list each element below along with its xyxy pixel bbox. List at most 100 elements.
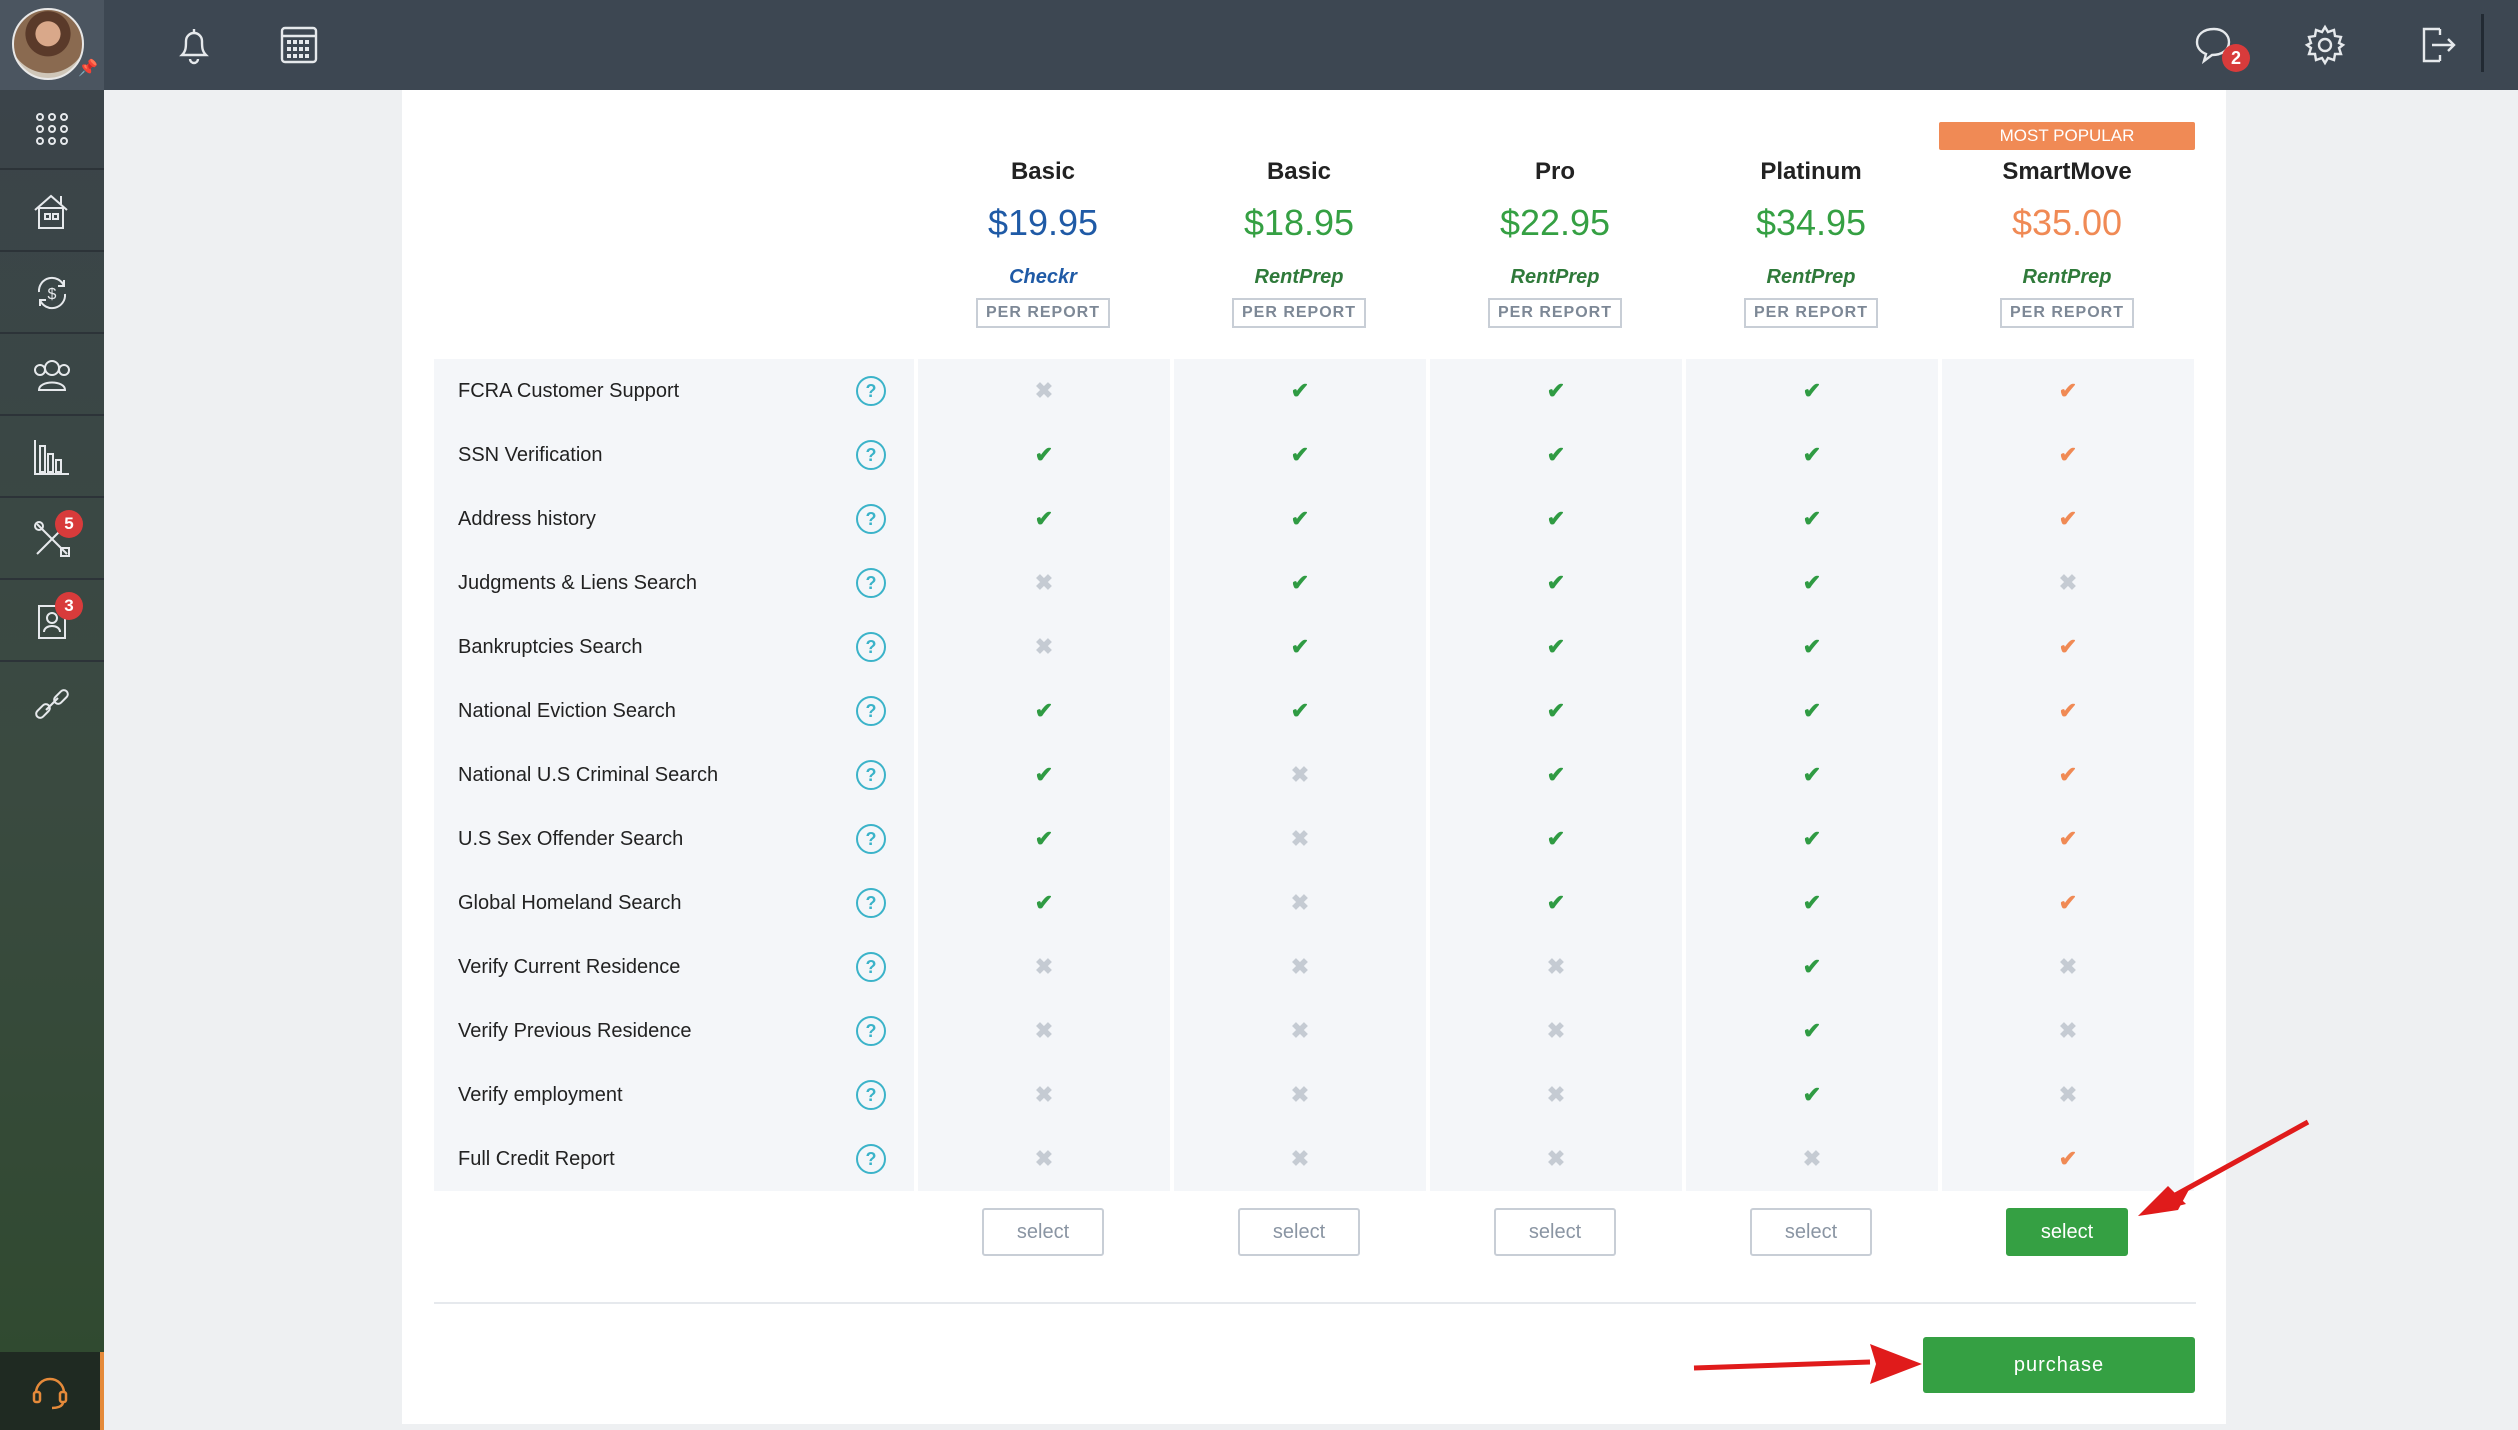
feature-cell: ✔ <box>918 807 1170 871</box>
user-avatar-box[interactable]: 📌 <box>0 0 104 90</box>
select-button-smartmove[interactable]: select <box>2006 1208 2128 1256</box>
help-icon[interactable]: ? <box>856 376 886 406</box>
contacts-icon <box>34 360 70 391</box>
help-icon[interactable]: ? <box>856 1144 886 1174</box>
pin-icon[interactable]: 📌 <box>78 60 98 77</box>
check-icon: ✔ <box>1546 506 1566 531</box>
per-report-tag: PER REPORT <box>2000 298 2134 328</box>
feature-cell: ✖ <box>1174 871 1426 935</box>
check-icon: ✔ <box>1802 954 1822 979</box>
sidebar-item-contacts[interactable] <box>0 336 104 416</box>
sidebar-item-reports[interactable] <box>0 418 104 498</box>
select-button-platinum[interactable]: select <box>1750 1208 1872 1256</box>
select-button-pro[interactable]: select <box>1494 1208 1616 1256</box>
sidebar-item-links[interactable] <box>0 664 104 744</box>
feature-cell: ✖ <box>1430 1127 1682 1191</box>
feature-cell: ✔ <box>918 871 1170 935</box>
support-button[interactable] <box>0 1352 104 1430</box>
feature-label-text: U.S Sex Offender Search <box>458 827 684 850</box>
feature-cell: ✖ <box>1942 935 2194 999</box>
help-icon[interactable]: ? <box>856 504 886 534</box>
feature-cell: ✔ <box>1174 487 1426 551</box>
headset-icon <box>32 1377 68 1410</box>
check-icon: ✔ <box>2058 826 2078 851</box>
feature-cell: ✖ <box>1174 1127 1426 1191</box>
sidebar-item-apps[interactable] <box>0 90 104 170</box>
feature-cell: ✔ <box>1686 487 1938 551</box>
provider-logo-checkr: Checkr <box>1009 266 1077 288</box>
logout-button[interactable] <box>2406 0 2470 90</box>
cross-icon: ✖ <box>2058 954 2078 979</box>
feature-label-text: National U.S Criminal Search <box>458 763 719 786</box>
chat-icon <box>2195 27 2231 65</box>
settings-button[interactable] <box>2293 0 2357 90</box>
check-icon: ✔ <box>1802 506 1822 531</box>
cross-icon: ✖ <box>1546 954 1566 979</box>
plan-header-platinum: Platinum $34.95 RentPrep PER REPORT <box>1684 90 1938 350</box>
help-icon[interactable]: ? <box>856 1080 886 1110</box>
sidebar-item-properties[interactable] <box>0 172 104 252</box>
help-icon[interactable]: ? <box>856 888 886 918</box>
plan-header-pro: Pro $22.95 RentPrep PER REPORT <box>1428 90 1682 350</box>
cross-icon: ✖ <box>1034 954 1054 979</box>
help-icon[interactable]: ? <box>856 1016 886 1046</box>
select-button-basic-rentprep[interactable]: select <box>1238 1208 1360 1256</box>
calendar-button[interactable] <box>267 0 331 90</box>
help-icon[interactable]: ? <box>856 440 886 470</box>
properties-icon <box>34 194 68 229</box>
feature-cell: ✔ <box>1942 807 2194 871</box>
cross-icon: ✖ <box>1546 1146 1566 1171</box>
check-icon: ✔ <box>1034 698 1054 723</box>
feature-label-text: Full Credit Report <box>458 1147 615 1170</box>
cross-icon: ✖ <box>1034 570 1054 595</box>
feature-label: SSN Verification? <box>434 423 914 487</box>
table-row: Verify Previous Residence? ✖ ✖ ✖ ✔ ✖ <box>434 999 2196 1063</box>
feature-label: FCRA Customer Support? <box>434 359 914 423</box>
help-icon[interactable]: ? <box>856 952 886 982</box>
plan-name: Pro <box>1534 158 1575 185</box>
messages-button[interactable]: 2 <box>2182 0 2250 90</box>
purchase-button[interactable]: purchase <box>1923 1337 2195 1393</box>
select-button-basic-checkr[interactable]: select <box>982 1208 1104 1256</box>
check-icon: ✔ <box>1802 698 1822 723</box>
table-row: Full Credit Report? ✖ ✖ ✖ ✖ ✔ <box>434 1127 2196 1191</box>
help-icon[interactable]: ? <box>856 760 886 790</box>
sidebar-item-payments[interactable]: $ <box>0 254 104 334</box>
help-icon[interactable]: ? <box>856 696 886 726</box>
feature-label-text: SSN Verification <box>458 443 603 466</box>
table-row: National Eviction Search? ✔ ✔ ✔ ✔ ✔ <box>434 679 2196 743</box>
feature-cell: ✖ <box>1942 1063 2194 1127</box>
per-report-tag: PER REPORT <box>976 298 1110 328</box>
feature-cell: ✖ <box>1686 1127 1938 1191</box>
help-icon[interactable]: ? <box>856 824 886 854</box>
cross-icon: ✖ <box>1290 1146 1310 1171</box>
check-icon: ✔ <box>2058 506 2078 531</box>
feature-label: National U.S Criminal Search? <box>434 743 914 807</box>
feature-cell: ✖ <box>1174 999 1426 1063</box>
table-row: National U.S Criminal Search? ✔ ✖ ✔ ✔ ✔ <box>434 743 2196 807</box>
sidebar-item-maintenance[interactable]: 5 <box>0 500 104 580</box>
feature-cell: ✔ <box>1942 871 2194 935</box>
sidebar: 📌 $ <box>0 0 104 1430</box>
help-icon[interactable]: ? <box>856 632 886 662</box>
feature-cell: ✔ <box>1686 935 1938 999</box>
feature-cell: ✖ <box>1942 999 2194 1063</box>
sidebar-item-applications[interactable]: 3 <box>0 582 104 662</box>
feature-label-text: Bankruptcies Search <box>458 635 643 658</box>
feature-label: Bankruptcies Search? <box>434 615 914 679</box>
help-icon[interactable]: ? <box>856 568 886 598</box>
feature-cell: ✖ <box>1430 935 1682 999</box>
feature-cell: ✔ <box>1174 551 1426 615</box>
feature-cell: ✔ <box>1686 1063 1938 1127</box>
table-row: Judgments & Liens Search? ✖ ✔ ✔ ✔ ✖ <box>434 551 2196 615</box>
avatar[interactable] <box>12 8 84 80</box>
notifications-button[interactable] <box>162 0 226 90</box>
plan-name: Basic <box>1010 158 1076 185</box>
plan-name: Basic <box>1266 158 1332 185</box>
feature-cell: ✔ <box>1174 615 1426 679</box>
feature-cell: ✔ <box>1430 551 1682 615</box>
feature-cell: ✖ <box>918 1127 1170 1191</box>
feature-label: Global Homeland Search? <box>434 871 914 935</box>
cross-icon: ✖ <box>1546 1082 1566 1107</box>
table-row: SSN Verification? ✔ ✔ ✔ ✔ ✔ <box>434 423 2196 487</box>
